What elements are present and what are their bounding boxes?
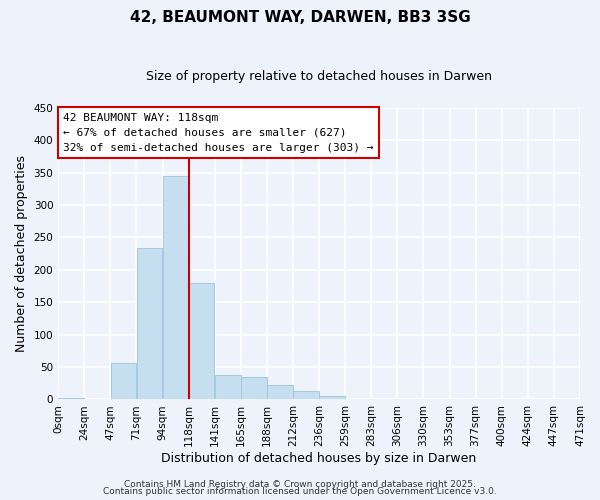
Bar [319,396,345,400]
Bar [215,375,241,400]
Bar [293,391,319,400]
Text: Contains HM Land Registry data © Crown copyright and database right 2025.: Contains HM Land Registry data © Crown c… [124,480,476,489]
Title: Size of property relative to detached houses in Darwen: Size of property relative to detached ho… [146,70,492,83]
Bar [267,385,293,400]
Bar [163,176,188,400]
Text: Contains public sector information licensed under the Open Government Licence v3: Contains public sector information licen… [103,488,497,496]
Y-axis label: Number of detached properties: Number of detached properties [15,155,28,352]
Bar [241,378,266,400]
Text: 42, BEAUMONT WAY, DARWEN, BB3 3SG: 42, BEAUMONT WAY, DARWEN, BB3 3SG [130,10,470,25]
Bar [110,362,136,400]
Bar [189,283,214,400]
Text: 42 BEAUMONT WAY: 118sqm
← 67% of detached houses are smaller (627)
32% of semi-d: 42 BEAUMONT WAY: 118sqm ← 67% of detache… [64,113,374,152]
Bar [137,248,162,400]
X-axis label: Distribution of detached houses by size in Darwen: Distribution of detached houses by size … [161,452,477,465]
Bar [58,398,84,400]
